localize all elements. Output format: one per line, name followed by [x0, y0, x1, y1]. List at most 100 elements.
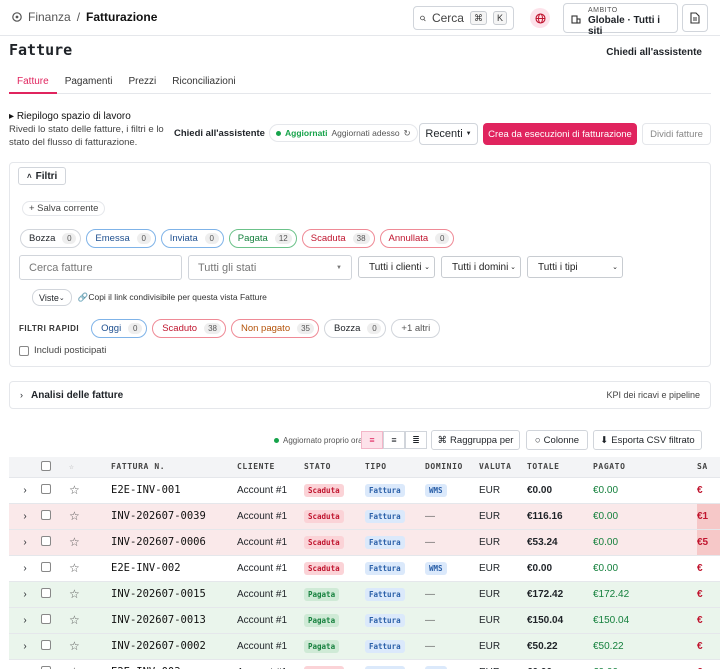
document-button[interactable]: [682, 4, 708, 32]
invoice-number[interactable]: INV-202607-0002: [111, 633, 237, 660]
star-icon[interactable]: ☆: [69, 535, 80, 549]
header-invoice-number[interactable]: FATTURA N.: [111, 457, 237, 478]
header-type[interactable]: TIPO: [365, 457, 425, 478]
expand-cell[interactable]: ›: [9, 503, 41, 530]
star-icon[interactable]: ☆: [69, 639, 80, 653]
filters-toggle[interactable]: ˄ Filtri: [18, 167, 67, 185]
header-currency[interactable]: VALUTA: [479, 457, 527, 478]
domain-select-value: Tutti i domini: [452, 261, 509, 273]
header-total[interactable]: TOTALE: [527, 457, 593, 478]
split-invoices-button[interactable]: Dividi fatture: [642, 123, 711, 145]
density-comfortable-icon[interactable]: ≣: [405, 431, 427, 449]
table-row[interactable]: › ☆ INV-202607-0002 Account #1 Pagata Fattura…: [9, 633, 720, 660]
refresh-icon[interactable]: ↻: [403, 127, 411, 138]
chip-pagata[interactable]: Pagata 12: [228, 229, 297, 248]
table-row[interactable]: › ☆ INV-202607-0013 Account #1 Pagata Fattura…: [9, 607, 720, 634]
header-balance[interactable]: SA: [697, 457, 720, 478]
quick-non-pagato[interactable]: Non pagato 35: [230, 319, 320, 338]
star-icon[interactable]: ☆: [69, 561, 80, 575]
header-status[interactable]: STATO: [304, 457, 365, 478]
expand-cell[interactable]: ›: [9, 633, 41, 660]
table-row[interactable]: › ☆ INV-202607-0039 Account #1 Scaduta Fattur…: [9, 503, 720, 530]
create-from-runs-button[interactable]: Crea da esecuzioni di fatturazione: [483, 123, 637, 145]
globe-button[interactable]: [530, 8, 550, 28]
row-checkbox[interactable]: [41, 665, 51, 669]
chip-scaduta[interactable]: Scaduta 38: [301, 229, 375, 248]
ask-assistant-link[interactable]: Chiedi all'assistente: [606, 47, 702, 58]
expand-cell[interactable]: ›: [9, 607, 41, 634]
status-select[interactable]: Tutti gli stati ▼: [188, 255, 352, 280]
expand-cell[interactable]: ›: [9, 529, 41, 556]
invoice-search-input[interactable]: Cerca fatture: [19, 255, 182, 280]
row-checkbox[interactable]: [41, 639, 51, 650]
tab-prezzi[interactable]: Prezzi: [128, 76, 157, 87]
invoice-number[interactable]: E2E-INV-002: [111, 555, 237, 582]
invoice-number[interactable]: E2E-INV-003: [111, 659, 237, 669]
star-icon[interactable]: ☆: [69, 613, 80, 627]
select-cell: [41, 659, 69, 669]
star-icon[interactable]: ☆: [69, 509, 80, 523]
table-row[interactable]: › ☆ E2E-INV-002 Account #1 Scaduta Fattura WMS…: [9, 555, 720, 582]
density-compact-icon[interactable]: ≡: [361, 431, 383, 449]
chip-inviata[interactable]: Inviata 0: [160, 229, 224, 248]
chip-label: Scaduto: [162, 323, 198, 334]
columns-button[interactable]: ○ Colonne: [526, 430, 588, 450]
star-icon[interactable]: ☆: [69, 665, 80, 669]
expand-cell[interactable]: ›: [9, 581, 41, 608]
more-filters-button[interactable]: +1 altri: [391, 319, 441, 338]
expand-cell[interactable]: ›: [9, 659, 41, 669]
header-paid[interactable]: PAGATO: [593, 457, 697, 478]
scope-selector[interactable]: AMBITO Globale · Tutti i siti: [563, 3, 678, 37]
row-checkbox[interactable]: [41, 561, 51, 572]
building-icon: [571, 15, 581, 24]
include-posted-checkbox[interactable]: [19, 345, 29, 356]
row-checkbox[interactable]: [41, 587, 51, 598]
expand-cell[interactable]: ›: [9, 477, 41, 504]
star-icon[interactable]: ☆: [69, 587, 80, 601]
group-by-button[interactable]: ⌘ Raggruppa per: [431, 430, 520, 450]
tab-pagamenti[interactable]: Pagamenti: [64, 76, 113, 87]
chip-emessa[interactable]: Emessa 0: [86, 229, 156, 248]
views-dropdown[interactable]: Viste ⌄: [32, 289, 72, 306]
quick-bozza[interactable]: Bozza 0: [324, 319, 387, 338]
chip-annullata[interactable]: Annullata 0: [379, 229, 455, 248]
chip-count: 12: [274, 233, 292, 244]
invoice-number[interactable]: E2E-INV-001: [111, 477, 237, 504]
tab-fatture[interactable]: Fatture: [9, 70, 57, 94]
summary-toggle[interactable]: ▸ Riepilogo spazio di lavoro: [9, 111, 131, 122]
header-client[interactable]: CLIENTE: [237, 457, 304, 478]
invoice-number[interactable]: INV-202607-0006: [111, 529, 237, 556]
export-csv-button[interactable]: ⬇ Esporta CSV filtrato: [593, 430, 702, 450]
type-cell: Fattura: [365, 503, 425, 530]
client-select[interactable]: Tutti i clienti ⌄: [358, 256, 435, 278]
select-all-checkbox[interactable]: [41, 460, 51, 471]
invoice-number[interactable]: INV-202607-0013: [111, 607, 237, 634]
copy-link-button[interactable]: 🔗Copi il link condivisibile per questa v…: [78, 292, 267, 303]
table-row[interactable]: › ☆ INV-202607-0006 Account #1 Scaduta Fattur…: [9, 529, 720, 556]
recent-dropdown[interactable]: Recenti ▼: [419, 123, 478, 145]
table-row[interactable]: › ☆ E2E-INV-001 Account #1 Scaduta Fattura WMS…: [9, 477, 720, 504]
header-domain[interactable]: DOMINIO: [425, 457, 479, 478]
type-select[interactable]: Tutti i tipi ⌄: [527, 256, 623, 278]
density-normal-icon[interactable]: ≡: [383, 431, 405, 449]
invoice-number[interactable]: INV-202607-0039: [111, 503, 237, 530]
invoice-number[interactable]: INV-202607-0015: [111, 581, 237, 608]
row-checkbox[interactable]: [41, 483, 51, 494]
star-icon[interactable]: ☆: [69, 483, 80, 497]
quick-scaduto[interactable]: Scaduto 38: [152, 319, 226, 338]
table-row[interactable]: › ☆ INV-202607-0015 Account #1 Pagata Fattura…: [9, 581, 720, 608]
domain-select[interactable]: Tutti i domini ⌄: [441, 256, 521, 278]
chip-bozza[interactable]: Bozza 0: [20, 229, 82, 248]
expand-cell[interactable]: ›: [9, 555, 41, 582]
row-checkbox[interactable]: [41, 509, 51, 520]
ask-assistant-button[interactable]: Chiedi all'assistente: [174, 128, 265, 139]
analytics-panel[interactable]: › Analisi delle fatture KPI dei ricavi e…: [9, 381, 711, 409]
row-checkbox[interactable]: [41, 535, 51, 546]
quick-oggi[interactable]: Oggi 0: [91, 319, 148, 338]
row-checkbox[interactable]: [41, 613, 51, 624]
tab-riconciliazioni[interactable]: Riconciliazioni: [172, 76, 236, 87]
global-search[interactable]: Cerca ⌘ K: [413, 6, 514, 30]
breadcrumb-root[interactable]: Finanza: [28, 10, 71, 24]
save-current-button[interactable]: + Salva corrente: [22, 201, 106, 216]
